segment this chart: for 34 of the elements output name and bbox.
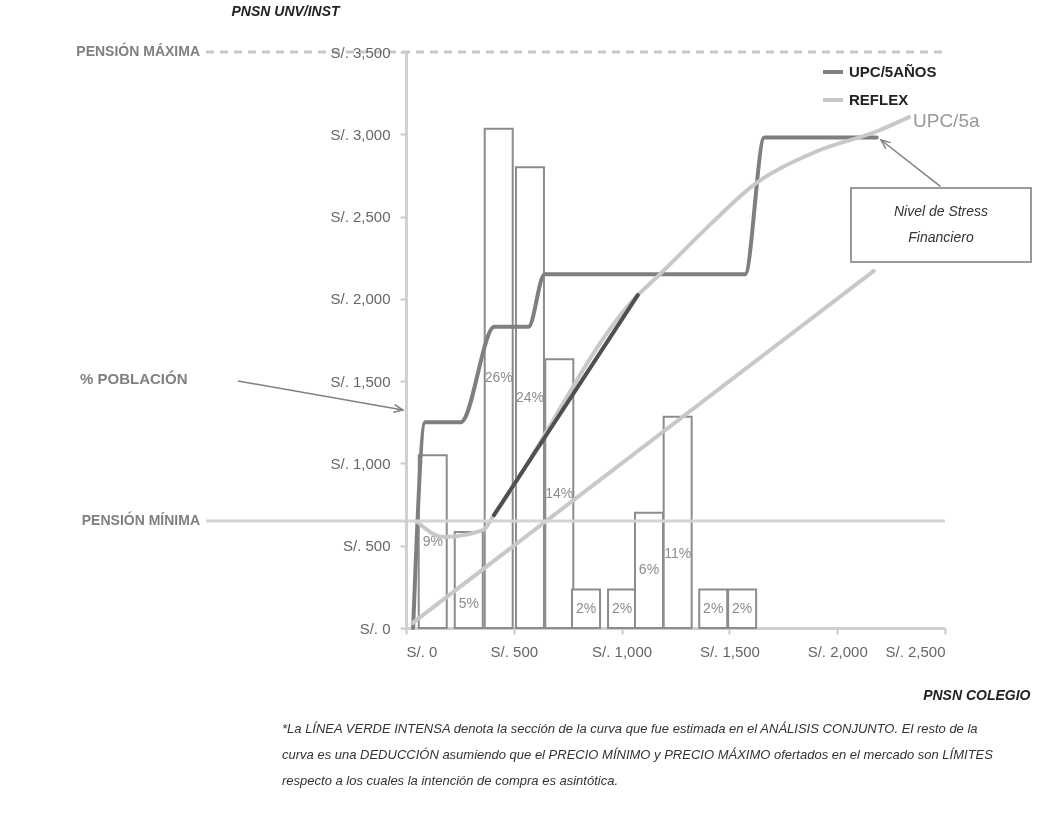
data-label: 2% (575, 599, 597, 616)
data-label: 5% (458, 595, 479, 611)
x-tick-label: S/. 1,000 (592, 642, 653, 660)
y-tick-label: S/. 0 (359, 619, 391, 637)
text: *La LÍNEA VERDE INTENSA denota la sección de la curva que fue estimada en el ANÁLISIS CONJUNTO. El resto de la curva es una DEDUCCIÓN asumiendo que el PRECIO MÍNIMO y PRECIO MÁXIMO ofertados en el mercado son LÍMITES respecto a los cuales la intención de compra es asintótica. (282, 720, 994, 790)
ref-line-label: PENSIÓN MÍNIMA (81, 511, 200, 529)
x-tick-label: S/. 2,500 (885, 642, 946, 660)
data-label: 2% (703, 599, 724, 616)
y-tick-label: S/. 2,000 (330, 290, 391, 308)
y-tick-label: S/. 3,500 (330, 43, 391, 61)
text: % POBLACIÓN (80, 370, 188, 387)
y-tick-label: S/. 2,500 (330, 208, 391, 226)
annotation: Nivel de Stress Financiero (892, 202, 990, 247)
legend-label: REFLEX (849, 91, 909, 108)
data-label: 2% (732, 599, 753, 616)
y-tick-label: S/. 3,000 (330, 125, 391, 143)
y-tick-label: S/. 500 (342, 537, 391, 555)
x-axis-title: PNSN COLEGIO (923, 686, 1031, 703)
y-axis-title: PNSN UNV/INST (231, 2, 342, 19)
ref-line-label: PENSIÓN MÁXIMA (76, 42, 200, 59)
line-series (411, 135, 879, 630)
data-label: 11% (664, 545, 692, 562)
data-label: 2% (611, 599, 633, 616)
legend-label: UPC/5AÑOS (849, 63, 937, 80)
x-tick-label: S/. 2,000 (807, 642, 868, 660)
x-tick-label: S/. 1,500 (699, 642, 760, 660)
data-label: 6% (638, 561, 660, 578)
annotation: UPC/5a (912, 110, 980, 132)
x-tick-label: S/. 0 (406, 642, 438, 660)
y-tick-label: S/. 1,500 (330, 372, 391, 390)
y-tick-label: S/. 1,000 (330, 454, 391, 472)
data-label: 9% (422, 532, 443, 549)
x-tick-label: S/. 500 (490, 642, 539, 660)
data-label: 24% (515, 388, 544, 405)
